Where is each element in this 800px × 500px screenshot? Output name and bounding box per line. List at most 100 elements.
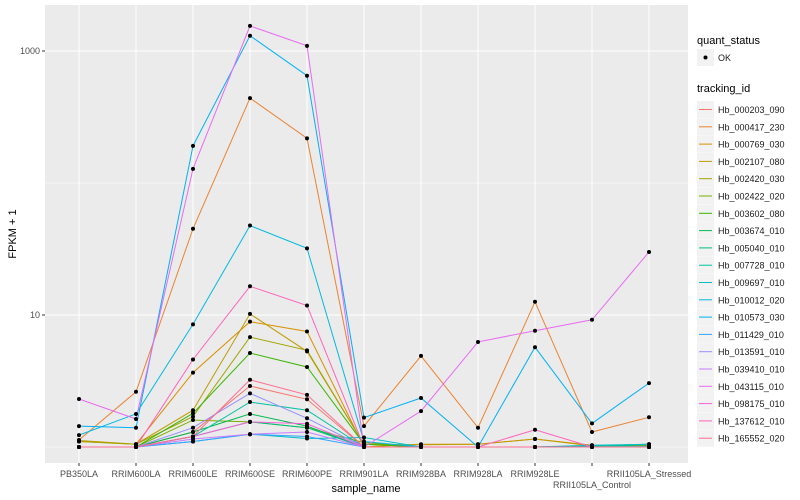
- data-point: [305, 397, 309, 402]
- legend-label: Hb_000203_090: [718, 105, 785, 115]
- data-point: [305, 364, 309, 369]
- data-point: [248, 33, 252, 38]
- data-point: [647, 415, 651, 420]
- data-point: [77, 424, 81, 429]
- data-point: [419, 396, 423, 401]
- data-point: [419, 409, 423, 414]
- data-point: [248, 311, 252, 316]
- data-point: [248, 383, 252, 388]
- legend-label: Hb_011429_010: [718, 330, 784, 340]
- legend-label: Hb_165552_020: [718, 434, 785, 444]
- y-axis-title: FPKM + 1: [7, 209, 19, 258]
- legend-point-icon: [703, 55, 708, 60]
- legend-label: Hb_098175_010: [718, 399, 785, 409]
- data-point: [248, 411, 252, 416]
- x-tick-label: RRII105LA_Stressed: [607, 469, 692, 479]
- legend-label: Hb_043115_010: [718, 382, 784, 392]
- gridlines: [45, 5, 688, 463]
- legend-label: Hb_010573_030: [718, 313, 785, 323]
- legend-label: Hb_010012_020: [718, 295, 785, 305]
- data-point: [248, 335, 252, 340]
- x-tick-label: RRIM600PE: [282, 469, 332, 479]
- data-point: [191, 226, 195, 231]
- data-point: [191, 425, 195, 430]
- data-point: [305, 73, 309, 78]
- data-point: [134, 425, 138, 430]
- data-point: [248, 351, 252, 356]
- legend-label: Hb_002107_080: [718, 157, 785, 167]
- axes: 10 1000 PB350LA RRIM600LA RRIM600LE RRIM600SE…: [20, 46, 691, 490]
- data-point: [533, 328, 537, 333]
- legend-label: Hb_000417_230: [718, 122, 785, 132]
- data-point: [419, 445, 423, 449]
- data-point: [134, 389, 138, 394]
- legend-label-ok: OK: [718, 53, 731, 63]
- data-point: [305, 429, 309, 434]
- data-point: [533, 345, 537, 350]
- data-point: [533, 436, 537, 441]
- data-point: [305, 136, 309, 141]
- data-point: [191, 414, 195, 419]
- x-tick-label: RRIM928BA: [396, 469, 446, 479]
- x-axis-title: sample_name: [331, 483, 400, 495]
- data-point: [134, 445, 138, 449]
- x-tick-label: PB350LA: [60, 469, 98, 479]
- data-point: [248, 284, 252, 289]
- y-tick-label: 1000: [20, 46, 40, 56]
- data-point: [305, 416, 309, 421]
- data-point: [191, 143, 195, 148]
- data-points: [77, 23, 651, 449]
- legend: quant_status OK tracking_id Hb_000203_09…: [697, 35, 785, 447]
- legend-title-tracking-id: tracking_id: [697, 83, 750, 95]
- legend-label: Hb_005040_010: [718, 243, 785, 253]
- legend-label: Hb_009697_010: [718, 278, 785, 288]
- data-point: [305, 43, 309, 48]
- legend-label: Hb_003674_010: [718, 226, 785, 236]
- data-point: [305, 408, 309, 413]
- y-tick-label: 10: [30, 310, 40, 320]
- data-point: [362, 445, 366, 449]
- data-point: [77, 445, 81, 449]
- data-point: [248, 96, 252, 101]
- x-tick-label: RRII105LA_Control: [553, 480, 631, 490]
- data-point: [590, 445, 594, 449]
- data-point: [647, 381, 651, 386]
- x-tick-label: RRIM600LA: [111, 469, 160, 479]
- x-tick-label: RRIM600SE: [225, 469, 275, 479]
- legend-label: Hb_039410_010: [718, 365, 785, 375]
- data-point: [533, 445, 537, 449]
- data-point: [305, 246, 309, 251]
- data-point: [305, 425, 309, 430]
- data-point: [590, 317, 594, 322]
- data-point: [305, 434, 309, 439]
- plot-panel: [45, 5, 688, 463]
- data-point: [248, 391, 252, 396]
- data-point: [248, 23, 252, 28]
- data-point: [362, 439, 366, 444]
- data-point: [248, 419, 252, 424]
- data-point: [248, 400, 252, 405]
- data-point: [134, 416, 138, 421]
- data-point: [362, 435, 366, 440]
- legend-label: Hb_003602_080: [718, 209, 785, 219]
- data-point: [305, 348, 309, 353]
- legend-label: Hb_137612_010: [718, 416, 785, 426]
- data-point: [476, 442, 480, 447]
- legend-label: Hb_007728_010: [718, 261, 785, 271]
- legend-label: Hb_000769_030: [718, 140, 785, 150]
- legend-title-quant-status: quant_status: [697, 35, 760, 47]
- data-point: [248, 223, 252, 228]
- data-point: [191, 166, 195, 171]
- data-point: [191, 357, 195, 362]
- data-point: [647, 445, 651, 449]
- data-point: [590, 421, 594, 426]
- data-point: [191, 434, 195, 439]
- x-tick-label: RRIM928LA: [453, 469, 502, 479]
- data-point: [647, 250, 651, 255]
- data-point: [362, 424, 366, 429]
- data-point: [191, 418, 195, 423]
- data-point: [362, 415, 366, 420]
- data-point: [191, 370, 195, 375]
